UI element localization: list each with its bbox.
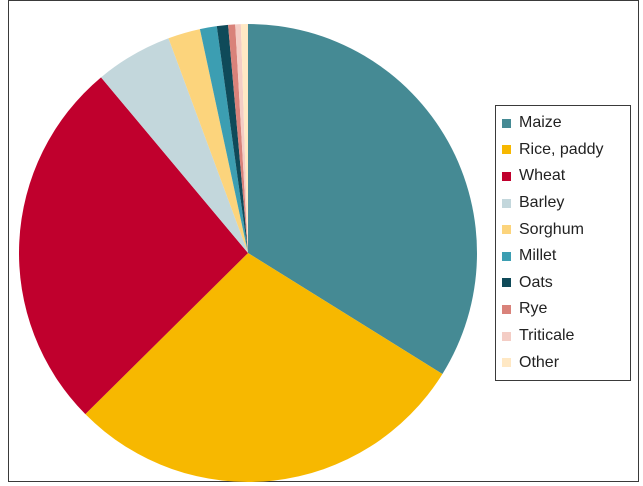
pie-slice-other (240, 23, 248, 253)
legend-label-triticale: Triticale (519, 327, 575, 345)
legend-label-sorghum: Sorghum (519, 220, 584, 238)
legend-swatch-triticale (502, 331, 511, 341)
legend-label-oats: Oats (519, 273, 553, 291)
pie-slice-millet (199, 26, 248, 253)
pie-slice-rye (228, 24, 248, 253)
pie-chart (18, 23, 478, 482)
pie-slice-maize (248, 24, 478, 375)
legend-label-millet: Millet (519, 247, 557, 265)
legend-item-other: Other (502, 349, 630, 376)
legend-swatch-other (502, 358, 511, 368)
legend-item-triticale: Triticale (502, 323, 630, 350)
legend-swatch-sorghum (502, 225, 511, 235)
legend-label-barley: Barley (519, 194, 565, 212)
pie-slice-triticale (235, 24, 248, 253)
legend-item-millet: Millet (502, 243, 630, 270)
legend-item-barley: Barley (502, 190, 630, 217)
pie-slice-oats (216, 24, 248, 254)
chart-legend: Maize Rice, paddy Wheat Barley Sorghum M… (495, 105, 631, 381)
legend-label-rice-paddy: Rice, paddy (519, 140, 604, 158)
legend-label-rye: Rye (519, 300, 548, 318)
pie-slices (18, 23, 478, 482)
legend-swatch-rice-paddy (502, 145, 511, 155)
legend-swatch-millet (502, 251, 511, 261)
legend-swatch-barley (502, 198, 511, 208)
legend-swatch-rye (502, 304, 511, 314)
legend-item-oats: Oats (502, 270, 630, 297)
legend-item-rice-paddy: Rice, paddy (502, 137, 630, 164)
legend-swatch-maize (502, 118, 511, 128)
pie-slice-wheat (18, 77, 248, 415)
legend-label-maize: Maize (519, 114, 562, 132)
legend-item-maize: Maize (502, 110, 630, 137)
legend-item-rye: Rye (502, 296, 630, 323)
legend-swatch-oats (502, 278, 511, 288)
pie-slice-sorghum (168, 29, 248, 253)
pie-slice-barley (101, 38, 248, 253)
pie-slice-rice-paddy (85, 253, 443, 482)
legend-swatch-wheat (502, 171, 511, 181)
legend-label-wheat: Wheat (519, 167, 566, 185)
legend-item-sorghum: Sorghum (502, 216, 630, 243)
legend-item-wheat: Wheat (502, 163, 630, 190)
legend-label-other: Other (519, 353, 560, 371)
